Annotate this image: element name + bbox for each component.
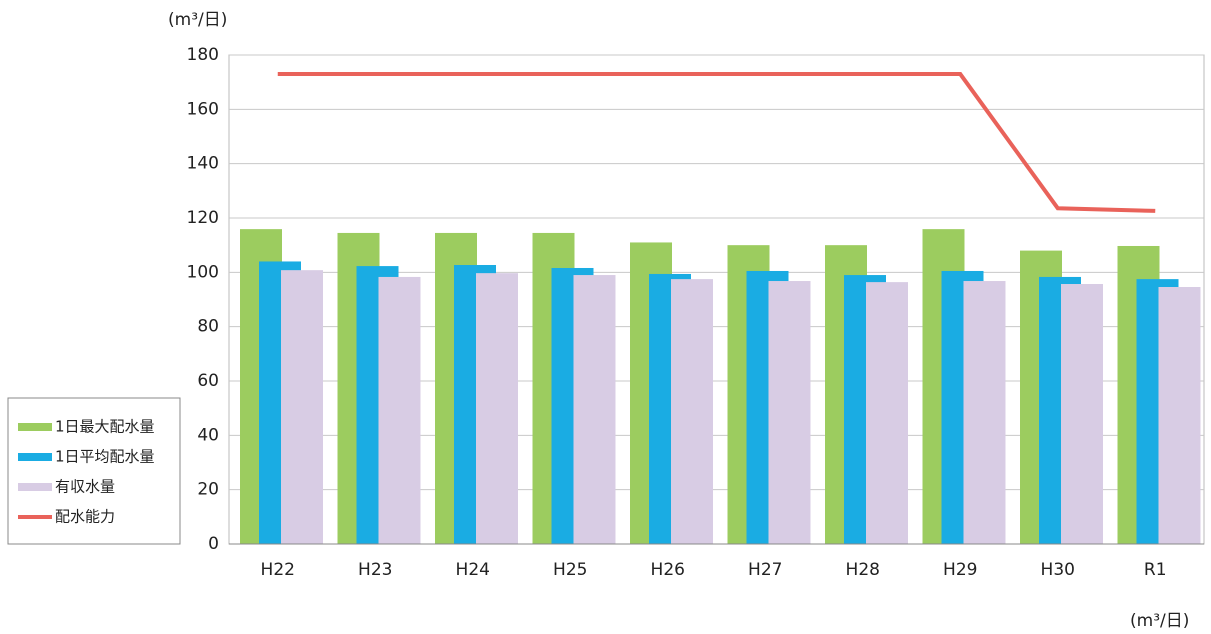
x-tick-label: H24 bbox=[456, 560, 490, 580]
bar bbox=[1158, 287, 1201, 544]
x-tick-label: R1 bbox=[1144, 560, 1167, 580]
y-tick-label: 160 bbox=[187, 99, 219, 119]
bar bbox=[963, 281, 1006, 544]
y-tick-label: 20 bbox=[197, 480, 219, 500]
x-tick-label: H26 bbox=[651, 560, 685, 580]
x-tick-label: H23 bbox=[358, 560, 392, 580]
legend-label: 1日最大配水量 bbox=[55, 418, 155, 436]
y-tick-label: 0 bbox=[208, 534, 219, 554]
legend-label: 有収水量 bbox=[55, 478, 115, 496]
x-tick-label: H22 bbox=[261, 560, 295, 580]
legend-box bbox=[7, 397, 181, 545]
legend-swatch bbox=[18, 423, 52, 431]
y-tick-label: 180 bbox=[187, 45, 219, 65]
x-tick-label: H30 bbox=[1041, 560, 1075, 580]
y-axis-label: (m³/日) bbox=[168, 10, 227, 30]
bar bbox=[573, 275, 616, 544]
bar bbox=[476, 273, 518, 544]
x-tick-label: H25 bbox=[553, 560, 587, 580]
bar bbox=[378, 276, 421, 544]
x-tick-label: H27 bbox=[748, 560, 782, 580]
bar bbox=[671, 279, 713, 544]
y-tick-label: 140 bbox=[187, 154, 219, 174]
y-tick-label: 80 bbox=[197, 317, 219, 337]
x-tick-label: H28 bbox=[846, 560, 880, 580]
y-tick-label: 60 bbox=[197, 371, 219, 391]
legend-label: 配水能力 bbox=[55, 508, 115, 526]
bar bbox=[281, 270, 323, 544]
unit-note: (m³/日) bbox=[1130, 611, 1189, 631]
y-tick-label: 40 bbox=[197, 425, 219, 445]
bar bbox=[866, 282, 908, 544]
y-tick-label: 100 bbox=[187, 262, 219, 282]
bar bbox=[768, 281, 811, 544]
legend-label: 1日平均配水量 bbox=[55, 448, 155, 466]
legend-swatch bbox=[18, 453, 52, 461]
legend-swatch bbox=[18, 483, 52, 491]
line bbox=[277, 72, 1156, 213]
bar bbox=[1061, 284, 1103, 544]
y-tick-label: 120 bbox=[187, 208, 219, 228]
x-tick-label: H29 bbox=[943, 560, 977, 580]
